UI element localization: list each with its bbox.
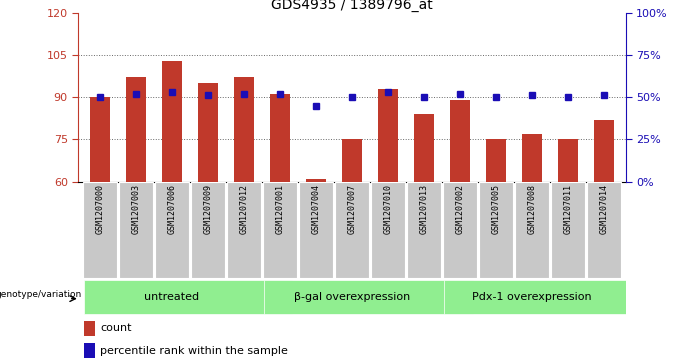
Bar [443,182,477,278]
Bar [84,321,95,336]
Bar [371,182,405,278]
Bar [198,83,218,182]
Title: GDS4935 / 1389796_at: GDS4935 / 1389796_at [271,0,432,12]
Bar [265,280,473,314]
Text: β-gal overexpression: β-gal overexpression [294,292,410,302]
Bar [335,182,369,278]
Text: GSM1207013: GSM1207013 [420,184,428,234]
Bar [227,182,261,278]
Bar [342,139,362,182]
Text: GSM1207014: GSM1207014 [600,184,609,234]
Text: percentile rank within the sample: percentile rank within the sample [100,346,288,356]
Bar [83,182,117,278]
Text: Pdx-1 overexpression: Pdx-1 overexpression [472,292,592,302]
Bar [90,97,109,182]
Bar [162,61,182,182]
Bar [479,182,513,278]
Text: GSM1207011: GSM1207011 [564,184,573,234]
Text: GSM1207001: GSM1207001 [275,184,284,234]
Text: GSM1207008: GSM1207008 [528,184,537,234]
Bar [486,139,506,182]
Bar [155,182,189,278]
Text: GSM1207005: GSM1207005 [492,184,500,234]
Bar [450,100,470,182]
Bar [119,182,153,278]
Text: untreated: untreated [144,292,199,302]
Bar [306,179,326,182]
Bar [270,94,290,182]
Text: genotype/variation: genotype/variation [0,290,82,299]
Bar [299,182,333,278]
Bar [558,139,578,182]
Text: count: count [100,323,132,333]
Bar [378,89,398,182]
Text: GSM1207009: GSM1207009 [203,184,212,234]
Bar [191,182,225,278]
Text: GSM1207012: GSM1207012 [239,184,248,234]
Text: GSM1207007: GSM1207007 [347,184,356,234]
Text: GSM1207000: GSM1207000 [95,184,104,234]
Bar [414,114,434,182]
Bar [126,77,146,182]
Bar [515,182,549,278]
Bar [234,77,254,182]
Bar [522,134,542,182]
Bar [84,343,95,358]
Text: GSM1207004: GSM1207004 [311,184,320,234]
Bar [263,182,296,278]
Bar [445,280,653,314]
Bar [84,280,292,314]
Text: GSM1207002: GSM1207002 [456,184,464,234]
Text: GSM1207010: GSM1207010 [384,184,392,234]
Bar [407,182,441,278]
Bar [551,182,585,278]
Bar [594,120,614,182]
Text: GSM1207003: GSM1207003 [131,184,140,234]
Bar [587,182,621,278]
Text: GSM1207006: GSM1207006 [167,184,176,234]
